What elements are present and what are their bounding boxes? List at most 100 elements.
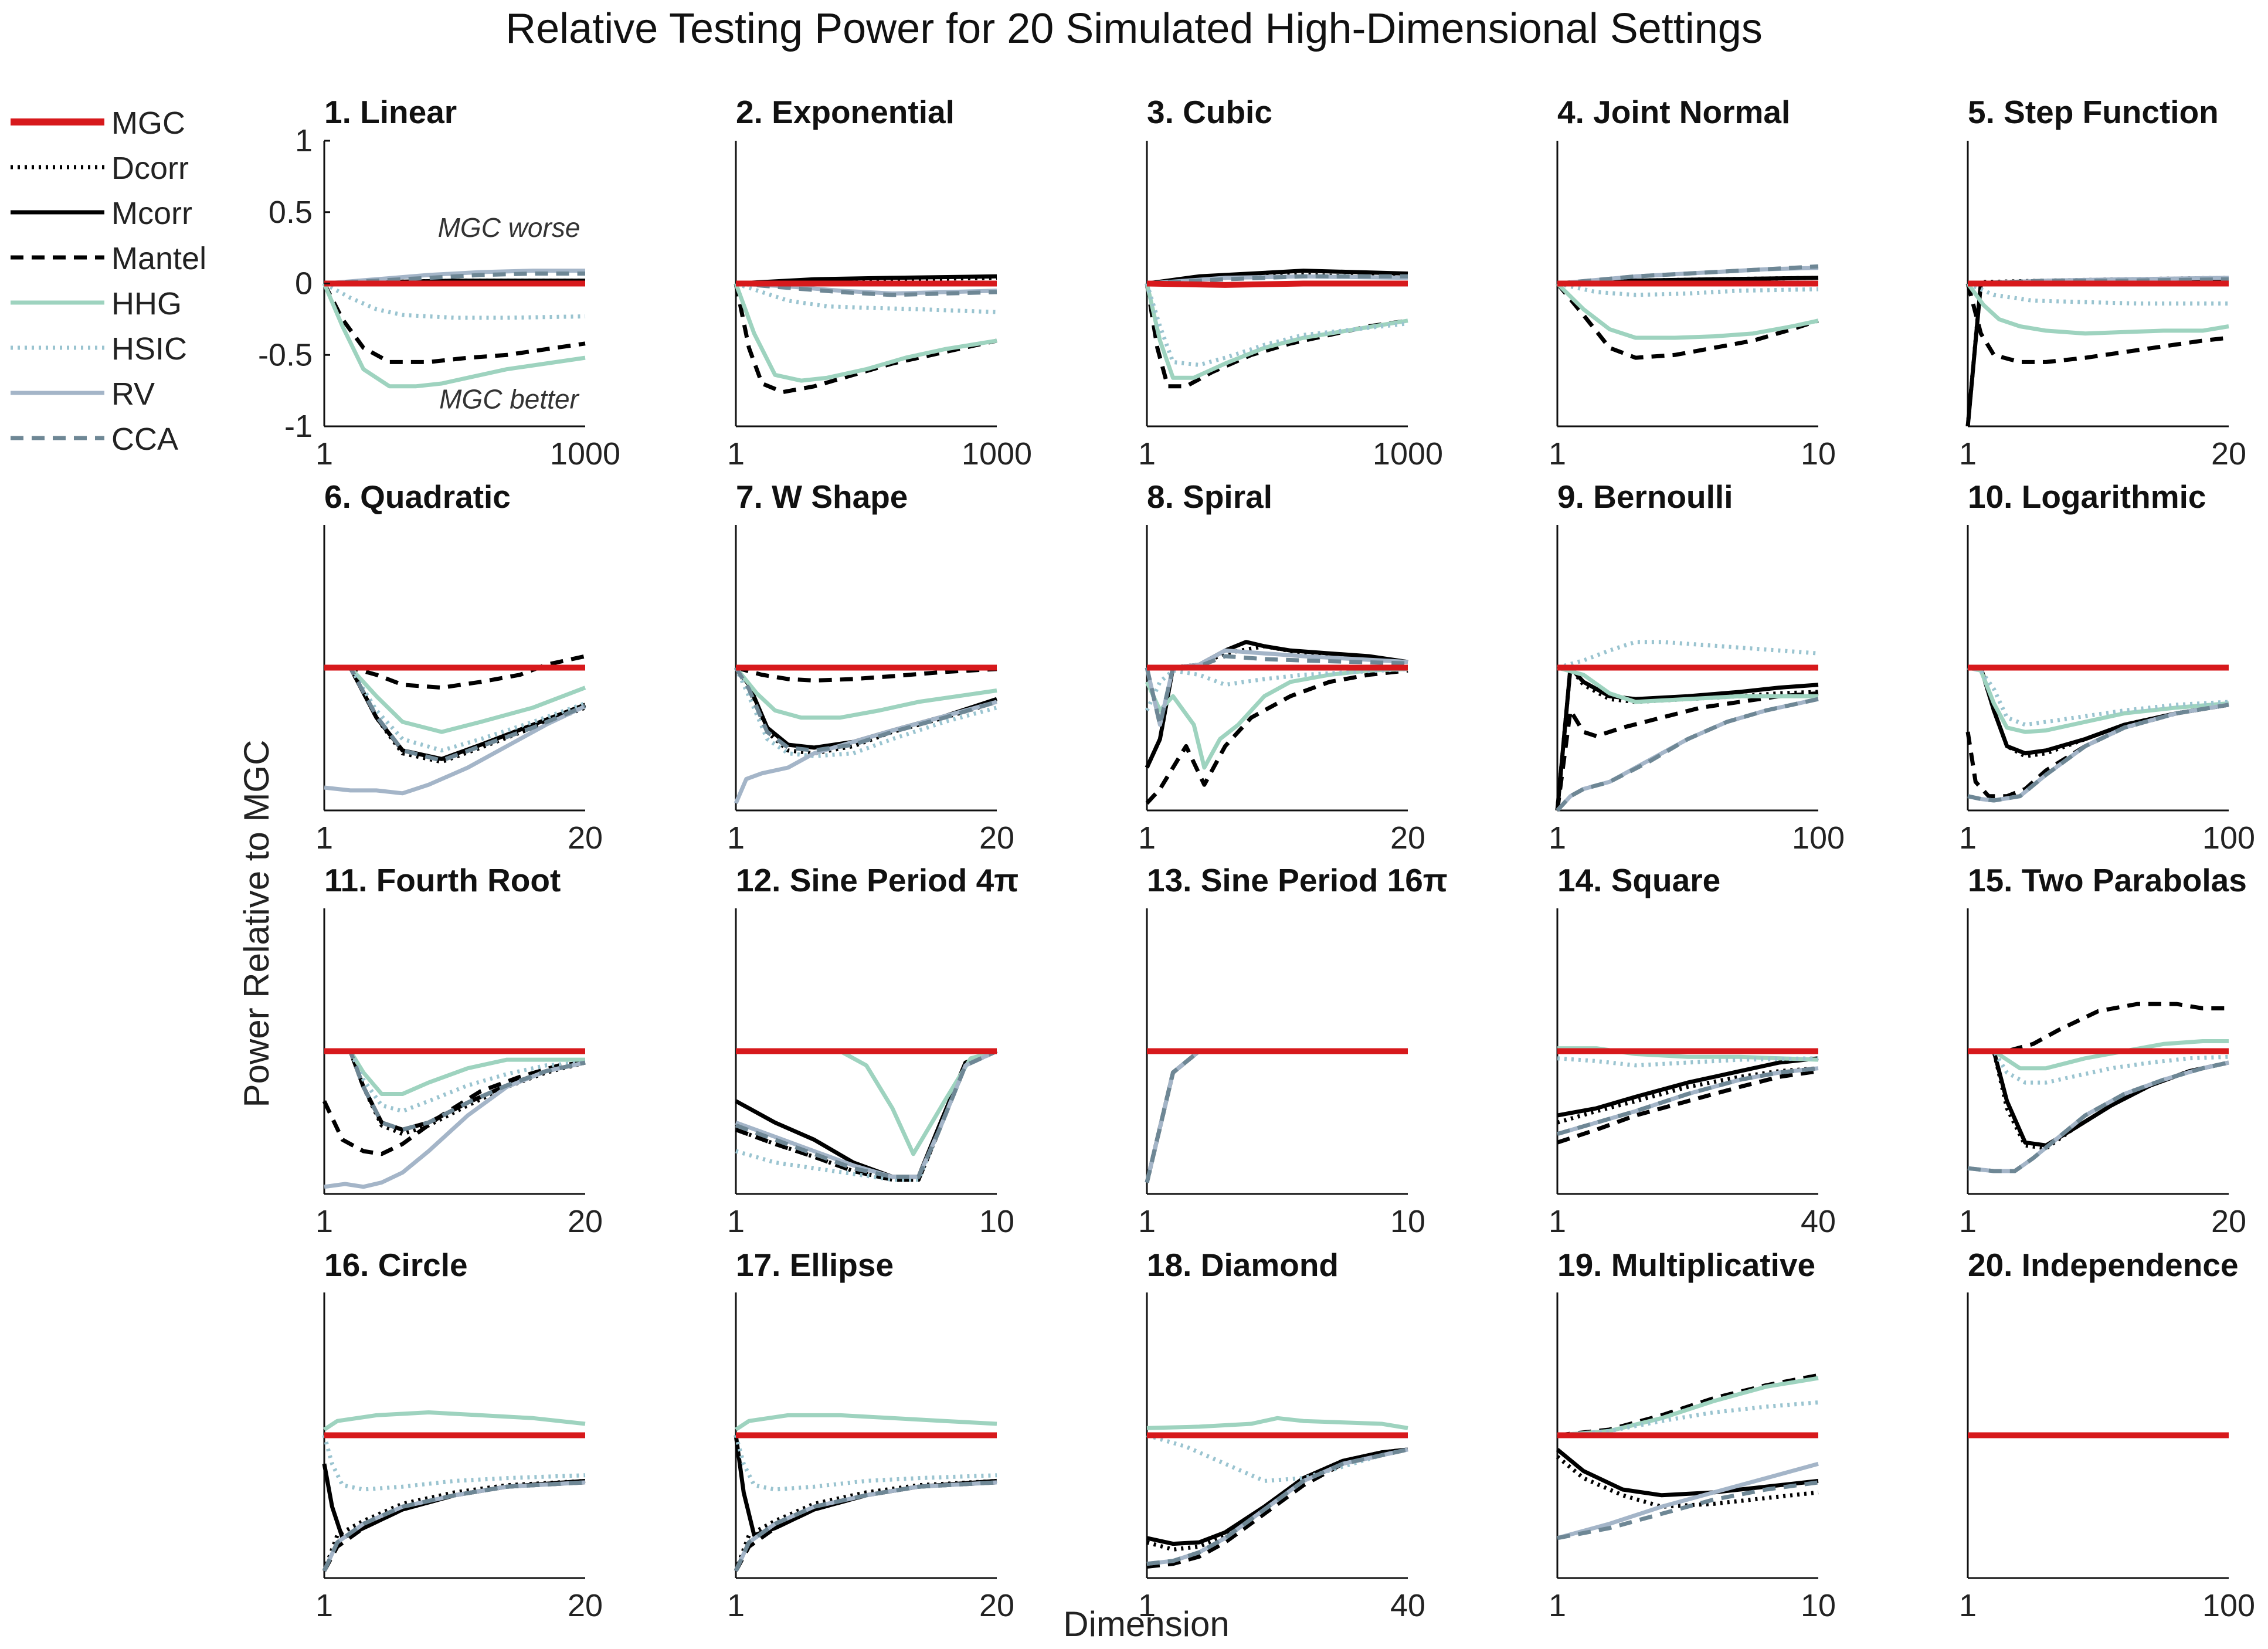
series-line-dcorr	[735, 1049, 998, 1182]
y-tick-label: 1	[295, 123, 313, 158]
panel-title: 6. Quadratic	[324, 479, 511, 515]
series-line-mantel	[1145, 668, 1408, 805]
panel-10: 10. Logarithmic 1 100	[1959, 479, 2255, 856]
series-line-mantel	[1145, 283, 1408, 389]
x-tick-label: 1	[315, 436, 333, 471]
series-line-hhg	[324, 1049, 585, 1096]
series-line-cca	[735, 281, 997, 297]
panel-5: 5. Step Function 1 20	[1959, 94, 2246, 471]
series-line-mantel	[1145, 1049, 1408, 1183]
series-line-mantel	[1556, 1069, 1819, 1145]
series-line-cca	[1557, 264, 1819, 286]
series-line-dcorr	[324, 1049, 586, 1136]
panel-title: 8. Spiral	[1147, 479, 1272, 515]
figure-title: Relative Testing Power for 20 Simulated …	[505, 5, 1763, 52]
y-tick-label: 0.5	[269, 195, 313, 230]
panel-12: 12. Sine Period 4π 1 10	[727, 862, 1018, 1239]
panel-title: 5. Step Function	[1968, 94, 2219, 130]
legend-label-mantel: Mantel	[111, 241, 206, 276]
series-line-cca	[1557, 1480, 1819, 1541]
x-tick-label: 1	[727, 1204, 745, 1239]
panel-7: 7. W Shape 1 20	[727, 479, 1014, 856]
series-line-hsic	[1967, 281, 2229, 306]
series-line-mantel	[734, 283, 997, 395]
y-tick-label: -1	[284, 409, 313, 444]
series-line-hhg	[1146, 1416, 1408, 1430]
series-line-rv	[1557, 1461, 1819, 1541]
legend-label-dcorr: Dcorr	[111, 151, 189, 186]
x-tick-label: 1	[727, 820, 745, 856]
series-line-hhg	[1556, 282, 1819, 340]
panel-title: 18. Diamond	[1147, 1247, 1339, 1283]
series-line-hhg	[322, 283, 586, 389]
series-line-hhg	[1966, 282, 2229, 336]
series-line-hsic	[324, 666, 586, 753]
panel-8: 8. Spiral 1 20	[1138, 479, 1425, 856]
panel-title: 12. Sine Period 4π	[736, 862, 1018, 898]
x-tick-label: 1	[1959, 1588, 1977, 1623]
series-line-mcorr	[1965, 279, 2229, 427]
x-tick-label: 20	[2211, 436, 2246, 471]
x-tick-label: 20	[568, 820, 603, 856]
series-line-cca	[1967, 1060, 2229, 1173]
legend-label-hhg: HHG	[111, 286, 182, 321]
y-tick-label: 0	[295, 266, 313, 301]
x-tick-label: 1	[1549, 1204, 1566, 1239]
series-line-mcorr	[1145, 1049, 1408, 1183]
series-line-mcorr	[1557, 1056, 1819, 1118]
series-line-hsic	[735, 281, 997, 314]
x-tick-label: 100	[2202, 820, 2255, 856]
series-line-hhg	[1557, 666, 1818, 704]
series-line-hsic	[735, 1049, 998, 1182]
panel-4: 4. Joint Normal 1 10	[1549, 94, 1836, 471]
series-line-mcorr	[322, 1463, 586, 1541]
annotation-mgc-worse: MGC worse	[438, 212, 580, 243]
series-line-mgc	[1146, 280, 1408, 288]
x-tick-label: 100	[1792, 820, 1845, 856]
series-line-mantel	[735, 666, 997, 683]
annotation-mgc-better: MGC better	[439, 384, 579, 414]
series-line-mantel	[735, 1049, 998, 1182]
x-tick-label: 20	[979, 820, 1014, 856]
y-tick-label: -0.5	[258, 337, 313, 372]
panel-title: 14. Square	[1557, 862, 1720, 898]
series-line-rv	[1145, 648, 1408, 727]
x-tick-label: 20	[1390, 820, 1425, 856]
series-line-mantel	[1556, 282, 1819, 360]
panels: 1. Linear 1 1000 1 0.5 0 -0.5 -1 MGC worse MGC be…	[258, 94, 2255, 1623]
x-tick-label: 1	[727, 1588, 745, 1623]
x-tick-label: 20	[2211, 1204, 2246, 1239]
panel-title: 2. Exponential	[736, 94, 955, 130]
series-line-hhg	[734, 283, 997, 383]
series-line-hsic	[1145, 283, 1408, 367]
x-tick-label: 1000	[962, 436, 1032, 471]
x-tick-label: 10	[979, 1204, 1014, 1239]
x-tick-label: 1	[1549, 1588, 1566, 1623]
series-line-rv	[1967, 1060, 2229, 1173]
series-line-hsic	[1557, 640, 1819, 670]
series-line-hsic	[322, 1434, 586, 1492]
series-line-mantel	[322, 282, 586, 364]
panel-title: 20. Independence	[1968, 1247, 2239, 1283]
series-line-rv	[735, 1049, 998, 1179]
panel-title: 10. Logarithmic	[1968, 479, 2206, 515]
series-line-cca	[1145, 654, 1408, 727]
series-line-cca	[734, 666, 998, 753]
series-line-mantel	[1555, 691, 1819, 811]
panel-title: 16. Circle	[324, 1247, 468, 1283]
y-axis-label: Power Relative to MGC	[237, 740, 276, 1108]
x-tick-label: 1	[315, 1588, 333, 1623]
x-tick-label: 20	[568, 1588, 603, 1623]
series-line-cca	[1967, 703, 2229, 803]
series-line-mcorr	[1968, 1049, 2229, 1148]
series-line-cca	[1556, 697, 1819, 812]
series-line-cca	[322, 1480, 586, 1572]
series-line-rv	[734, 700, 997, 805]
panel-title: 19. Multiplicative	[1557, 1247, 1815, 1283]
x-tick-label: 40	[1390, 1588, 1425, 1623]
series-line-hhg	[1145, 283, 1408, 380]
series-line-hsic	[1557, 1400, 1819, 1437]
panel-title: 17. Ellipse	[736, 1247, 894, 1283]
x-tick-label: 1000	[550, 436, 620, 471]
